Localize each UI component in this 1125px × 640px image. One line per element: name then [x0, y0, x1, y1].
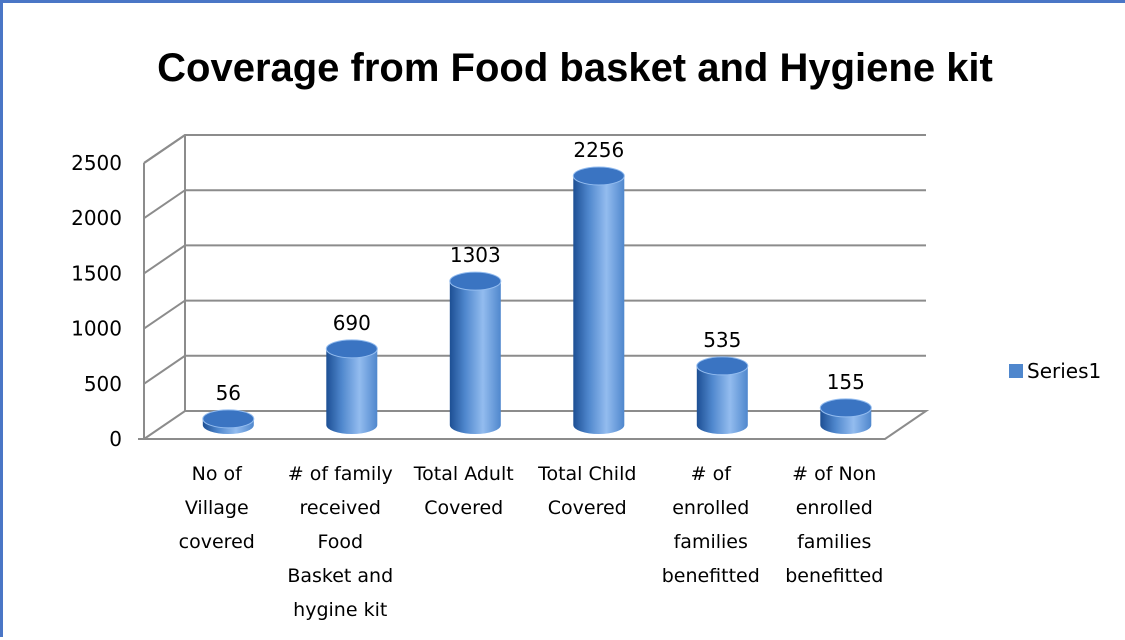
- category-label-line: Covered: [548, 497, 627, 519]
- category-label-line: Village: [185, 497, 249, 519]
- y-tick-label: 2500: [71, 151, 122, 175]
- grid-layer: [138, 134, 930, 440]
- bar-4: [572, 166, 625, 434]
- bar-2: [325, 339, 378, 434]
- data-label: 155: [827, 370, 865, 394]
- bar-top: [696, 356, 749, 376]
- bar-layer: [202, 166, 872, 434]
- bar-top: [202, 409, 255, 429]
- category-label-line: benefitted: [785, 565, 883, 587]
- bar-3: [449, 271, 502, 434]
- bar-top: [819, 398, 872, 418]
- bar-body: [573, 175, 625, 434]
- y-tick-label: 500: [84, 372, 122, 396]
- data-label: 690: [333, 311, 371, 335]
- category-label: # of family received Food Basket and hygine …: [287, 463, 393, 621]
- y-tick-label: 0: [109, 427, 122, 451]
- category-label-line: Basket and: [287, 565, 393, 587]
- category-label-line: Food: [317, 531, 363, 553]
- y-tick-label: 2000: [71, 206, 122, 230]
- category-label-line: enrolled: [672, 497, 749, 519]
- bar-6: [819, 398, 872, 434]
- category-label-line: families: [674, 531, 748, 553]
- legend: Series1: [1009, 359, 1101, 383]
- gridline: [143, 134, 926, 164]
- bar-chart: Coverage from Food basket and Hygiene ki…: [71, 46, 1101, 621]
- category-label-line: # of family: [288, 463, 393, 485]
- axis-layer: 0 500 1000 1500 2000 2500: [71, 151, 122, 451]
- legend-label-series1: Series1: [1027, 359, 1101, 383]
- category-label: # of enrolled families benefitted: [662, 463, 760, 587]
- data-label: 2256: [573, 138, 624, 162]
- legend-swatch-series1: [1009, 364, 1023, 378]
- category-label-line: families: [797, 531, 871, 553]
- bar-top: [449, 271, 502, 291]
- category-label-line: Total Child: [537, 463, 636, 485]
- gridline: [143, 244, 926, 275]
- category-label-line: # of: [691, 463, 733, 485]
- category-label-line: hygine kit: [293, 599, 387, 621]
- chart-title: Coverage from Food basket and Hygiene ki…: [157, 46, 993, 90]
- gridline-top: [143, 134, 926, 164]
- category-label: Total Child Covered: [537, 463, 636, 519]
- category-label: No of Village covered: [179, 463, 255, 553]
- data-label: 56: [216, 381, 241, 405]
- category-label-line: Covered: [424, 497, 503, 519]
- category-label-line: covered: [179, 531, 255, 553]
- gridline: [143, 189, 926, 220]
- bar-body: [449, 281, 501, 434]
- gridline: [143, 354, 926, 385]
- bar-5: [696, 356, 749, 434]
- category-label-line: enrolled: [796, 497, 873, 519]
- category-label: # of Non enrolled families benefitted: [785, 463, 883, 587]
- category-label-line: benefitted: [662, 565, 760, 587]
- category-label-line: Total Adult: [413, 463, 514, 485]
- data-label: 535: [703, 328, 741, 352]
- y-tick-label: 1000: [71, 317, 122, 341]
- side-wall: [143, 135, 186, 439]
- bar-1: [202, 409, 255, 434]
- category-label-line: # of Non: [792, 463, 876, 485]
- bar-body: [696, 365, 748, 434]
- bar-top: [572, 166, 625, 186]
- category-label-line: No of: [192, 463, 244, 485]
- bar-body: [326, 348, 378, 434]
- gridline: [143, 299, 926, 330]
- label-layer: 56 690 1303 2256 535 155 No of Village covered # …: [179, 138, 884, 621]
- floor: [140, 410, 930, 440]
- y-tick-label: 1500: [71, 261, 122, 285]
- bar-top: [325, 339, 378, 359]
- category-label: Total Adult Covered: [413, 463, 514, 519]
- data-label: 1303: [450, 243, 501, 267]
- category-label-line: received: [300, 497, 382, 519]
